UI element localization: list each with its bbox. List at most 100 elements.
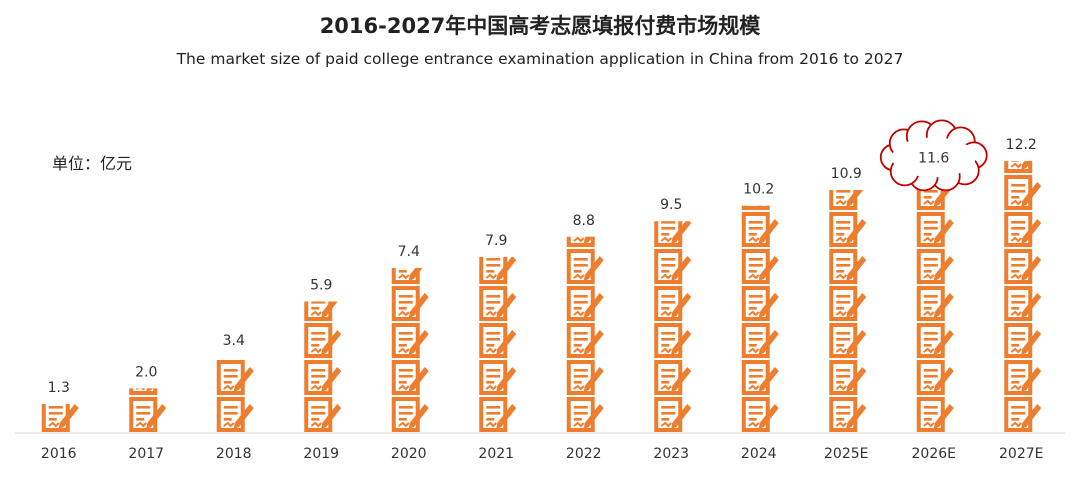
form-icon-line xyxy=(398,418,407,421)
form-icon-check xyxy=(573,347,585,354)
pencil-icon xyxy=(583,293,604,318)
form-icon-line xyxy=(661,406,676,409)
bar-2021 xyxy=(479,256,517,432)
pencil-icon xyxy=(233,367,254,392)
pencil-icon xyxy=(1021,182,1042,207)
pencil-icon xyxy=(1021,256,1042,281)
bar-unit-icon xyxy=(566,286,604,321)
x-tick-label: 2016 xyxy=(41,446,77,462)
form-icon-check xyxy=(835,347,847,354)
bar-2026E xyxy=(916,175,954,432)
bar-unit-icon xyxy=(479,286,517,321)
form-icon-line xyxy=(923,196,932,199)
bar-unit-icon xyxy=(1004,397,1042,432)
bar-unit-icon xyxy=(829,323,867,358)
form-icon-line xyxy=(836,258,851,261)
pencil-icon xyxy=(671,221,692,244)
form-icon-line xyxy=(836,369,851,372)
bar-unit-icon xyxy=(741,323,779,358)
form-icon-line xyxy=(311,307,320,310)
form-icon-line xyxy=(836,184,850,187)
bar-unit-icon xyxy=(391,397,429,432)
bar-unit-icon xyxy=(566,397,604,432)
form-icon-line xyxy=(398,375,413,378)
form-icon-check xyxy=(135,421,147,428)
pencil-icon xyxy=(933,256,954,281)
form-icon-line xyxy=(661,338,676,341)
bar-unit-icon-partial xyxy=(129,388,158,395)
bar-unit-icon-partial xyxy=(1004,161,1033,173)
data-labels-group: 1.3 2.0 3.4 5.9 7.4 7.9 8.8 9.5 10.2 10.9 11.6 12.2 xyxy=(48,137,1037,396)
form-icon-line xyxy=(836,221,851,224)
form-icon-check xyxy=(485,421,497,428)
bar-unit-icon xyxy=(391,323,429,358)
pencil-icon xyxy=(1021,367,1042,392)
form-icon-check xyxy=(660,347,672,354)
form-icon-line xyxy=(836,381,845,384)
form-icon-line xyxy=(311,295,325,298)
form-icon-line xyxy=(573,369,588,372)
pencil-icon xyxy=(933,293,954,318)
bar-unit-icon xyxy=(216,397,254,432)
form-icon-line xyxy=(398,344,407,347)
bar-unit-icon xyxy=(829,360,867,395)
form-icon-check xyxy=(223,384,235,391)
x-tick-label: 2017 xyxy=(128,446,164,462)
form-icon-line xyxy=(223,375,238,378)
pencil-icon xyxy=(671,367,692,392)
form-icon-line xyxy=(573,270,582,273)
form-icon-line xyxy=(486,412,501,415)
form-icon-line xyxy=(1011,184,1026,187)
x-tick-label: 2024 xyxy=(741,446,777,462)
bar-unit-icon xyxy=(1004,249,1042,284)
form-icon-line xyxy=(1011,270,1020,273)
form-icon-line xyxy=(311,338,326,341)
form-icon-line xyxy=(748,295,763,298)
form-icon-line xyxy=(311,406,326,409)
form-icon-line xyxy=(923,258,938,261)
form-icon-line xyxy=(398,369,413,372)
bar-2023 xyxy=(654,221,692,432)
form-icon-line xyxy=(836,412,851,415)
form-icon-line xyxy=(1011,418,1020,421)
form-icon-line xyxy=(573,344,582,347)
form-icon-line xyxy=(748,344,757,347)
bar-unit-icon-partial xyxy=(479,256,517,284)
pencil-icon xyxy=(583,330,604,355)
data-label: 3.4 xyxy=(223,333,245,349)
bar-unit-icon xyxy=(1004,323,1042,358)
pencil-icon xyxy=(583,256,604,281)
form-icon-line xyxy=(486,264,501,267)
bar-unit-icon xyxy=(129,397,167,432)
form-icon-line xyxy=(836,295,851,298)
form-icon-line xyxy=(486,406,501,409)
form-icon-check xyxy=(748,236,760,243)
bar-2022 xyxy=(566,236,604,432)
form-icon-line xyxy=(923,233,932,236)
bar-unit-icon xyxy=(304,360,342,395)
pencil-icon xyxy=(846,189,864,207)
pencil-icon xyxy=(146,388,153,392)
pencil-icon xyxy=(846,256,867,281)
form-icon-check xyxy=(485,384,497,391)
bar-unit-icon xyxy=(1004,286,1042,321)
form-icon-line xyxy=(923,264,938,267)
bar-unit-icon xyxy=(916,360,954,395)
bar-unit-icon-partial xyxy=(304,295,338,321)
form-icon-check xyxy=(748,384,760,391)
form-icon-line xyxy=(311,418,320,421)
form-icon-line xyxy=(661,375,676,378)
pencil-icon xyxy=(846,293,867,318)
pencil-icon xyxy=(408,367,429,392)
form-icon-line xyxy=(923,221,938,224)
form-icon-line xyxy=(661,221,676,224)
bar-unit-icon-partial xyxy=(654,221,692,247)
chart-subtitle: The market size of paid college entrance… xyxy=(176,50,904,68)
form-icon-line xyxy=(573,301,588,304)
bar-unit-icon xyxy=(741,212,779,247)
pencil-icon xyxy=(321,301,338,318)
form-icon-check xyxy=(660,236,672,243)
form-icon-line xyxy=(486,307,495,310)
form-icon-line xyxy=(923,338,938,341)
chart-title: 2016-2027年中国高考志愿填报付费市场规模 xyxy=(319,14,761,38)
